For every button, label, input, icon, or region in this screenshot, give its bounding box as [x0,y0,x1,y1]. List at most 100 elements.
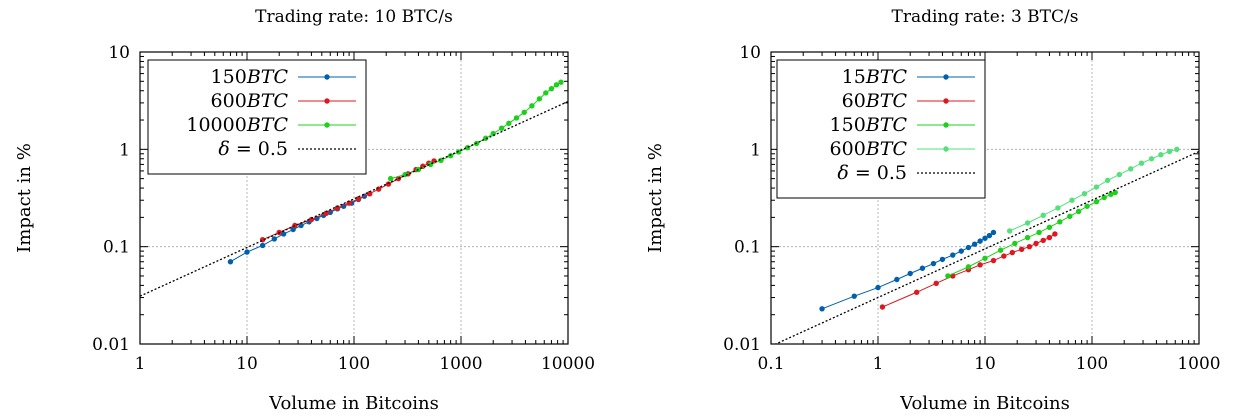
legend-swatch-point [943,122,949,128]
legend-label: δ = 0.5 [218,138,288,160]
data-point [819,306,825,312]
data-point [933,280,939,287]
data-point [1046,224,1053,231]
y-tick-label: 10 [108,43,130,63]
data-point [366,191,373,197]
series-layer [774,146,1199,344]
series-line [1009,148,1177,232]
legend-label: 10000BTC [186,114,288,136]
legend-swatch-point [943,74,949,80]
legend-label: δ = 0.5 [837,162,907,184]
x-axis-label: Volume in Bitcoins [899,393,1070,414]
data-point [930,260,937,267]
data-point [1067,213,1073,220]
data-point [227,259,234,265]
series-line [947,192,1116,277]
data-point [1128,166,1134,172]
data-point [536,96,543,102]
legend-box [147,59,367,175]
data-point [548,85,555,92]
y-tick-label: 1 [750,140,761,160]
chart-1: 1 10 100 1000 10000 10 1 0.1 0.01 Trading rate: 1… [14,7,595,414]
legend-swatch-point [943,98,949,104]
data-point [521,109,527,116]
series-3 [387,79,564,182]
data-point [1174,146,1180,153]
y-tick-label: 0.1 [103,238,130,258]
data-point [558,79,564,85]
legend-label: 600BTC [211,90,289,112]
x-tick-label: 10000 [541,354,595,374]
data-point [385,181,392,187]
data-point [894,276,900,283]
x-tick-label: 1000 [1177,354,1220,374]
legend-swatch-point [943,146,949,152]
chart-title: Trading rate: 10 BTC/s [255,7,453,27]
legend-swatch-point [324,122,330,128]
data-point [907,270,913,277]
data-point [1112,189,1118,196]
legend-label: 150BTC [830,114,908,136]
data-point [1084,203,1090,209]
x-axis-label: Volume in Bitcoins [268,393,439,414]
data-point [977,262,983,268]
plot-frame [139,51,569,345]
series-4 [1006,146,1180,234]
data-point [851,293,857,299]
data-point [447,153,454,159]
series-2 [879,231,1058,310]
y-tick-label: 0.01 [723,335,761,355]
data-point [1069,197,1075,203]
y-axis-label: Impact in % [645,143,666,253]
data-point [543,90,549,96]
data-point [982,255,988,261]
x-tick-label: 0.1 [757,354,784,374]
data-point [553,82,560,88]
data-point [1033,240,1039,247]
data-point [965,244,972,251]
data-point [1026,243,1033,250]
data-point [1036,229,1042,236]
data-point [914,289,920,295]
data-point [244,249,250,255]
x-tick-label: 1 [135,354,146,374]
data-point [482,135,489,141]
data-point [958,248,964,254]
data-point [965,264,972,270]
data-point [1024,220,1031,226]
data-point [1057,219,1063,225]
data-point [986,232,993,239]
data-point [529,103,535,109]
data-point [1108,191,1114,198]
y-tick-label: 10 [739,43,761,63]
series-line [390,81,562,180]
data-point [1024,234,1031,241]
data-point [1046,234,1053,241]
data-point [1081,191,1088,197]
data-point [259,242,266,249]
y-tick-label: 1 [119,140,130,160]
legend-label: 15BTC [842,66,908,88]
data-point [1148,156,1155,162]
data-point [1052,231,1058,237]
legend-label: 600BTC [830,138,908,160]
data-point [919,265,926,271]
data-point [290,226,296,233]
plot-frame [770,51,1200,345]
x-tick-label: 10 [236,354,258,374]
data-point [1040,212,1046,219]
data-point [990,257,997,264]
series-1 [819,229,997,312]
data-point [387,175,394,182]
data-point [1138,160,1145,166]
data-point [879,304,886,310]
legend-box [776,59,986,199]
data-point [438,157,444,164]
data-point [1101,194,1107,201]
data-point [1006,228,1013,234]
data-point [1075,208,1082,215]
data-point [1055,205,1061,211]
